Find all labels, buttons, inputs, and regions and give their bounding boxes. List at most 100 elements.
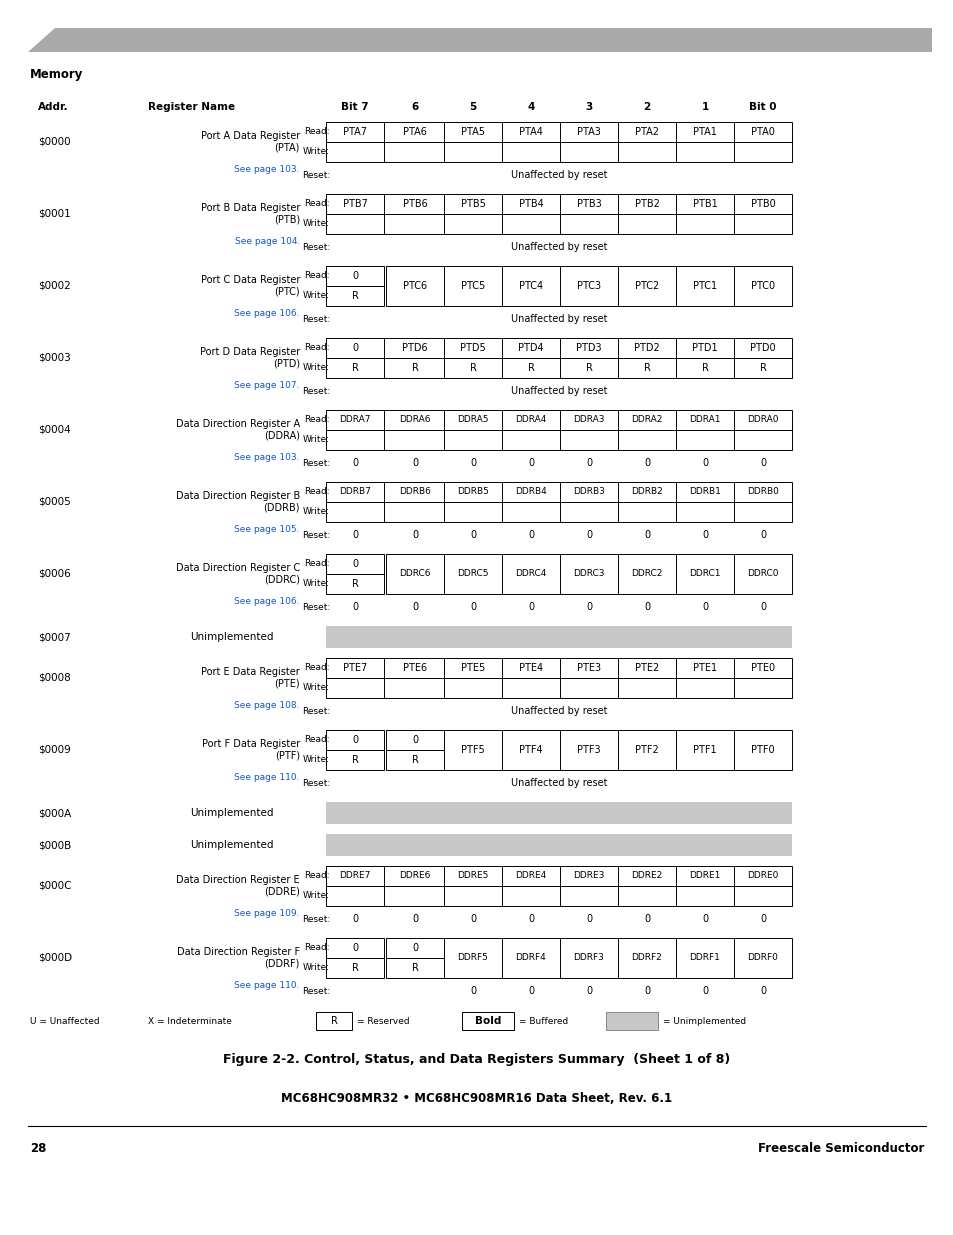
Text: Unimplemented: Unimplemented: [190, 808, 274, 818]
Bar: [315, 1011, 352, 1030]
Text: PTE7: PTE7: [342, 663, 367, 673]
Text: Port D Data Register: Port D Data Register: [199, 347, 299, 357]
Text: 0: 0: [760, 914, 765, 924]
Text: PTE2: PTE2: [634, 663, 659, 673]
Text: 0: 0: [470, 530, 476, 540]
Text: 6: 6: [411, 103, 418, 112]
Text: Read:: Read:: [304, 488, 330, 496]
Bar: [605, 1011, 658, 1030]
Text: Write:: Write:: [303, 579, 330, 589]
Text: $000C: $000C: [38, 881, 71, 890]
Text: DDRC5: DDRC5: [456, 569, 488, 578]
Text: PTB7: PTB7: [342, 199, 367, 209]
Text: DDRB1: DDRB1: [688, 488, 720, 496]
Text: $0007: $0007: [38, 632, 71, 642]
Text: DDRB5: DDRB5: [456, 488, 489, 496]
Text: DDRF3: DDRF3: [573, 953, 604, 962]
Text: DDRC2: DDRC2: [631, 569, 662, 578]
Text: PTB0: PTB0: [750, 199, 775, 209]
Text: Data Direction Register B: Data Direction Register B: [175, 492, 299, 501]
Text: Reset:: Reset:: [301, 531, 330, 540]
Text: (DDRB): (DDRB): [263, 503, 299, 513]
Text: R: R: [411, 963, 418, 973]
Text: MC68HC908MR32 • MC68HC908MR16 Data Sheet, Rev. 6.1: MC68HC908MR32 • MC68HC908MR16 Data Sheet…: [281, 1092, 672, 1104]
Text: 2: 2: [642, 103, 650, 112]
Text: PTC0: PTC0: [750, 282, 774, 291]
Bar: [326, 958, 384, 978]
Text: 0: 0: [352, 944, 357, 953]
Text: 0: 0: [352, 270, 357, 282]
Text: Reset:: Reset:: [301, 778, 330, 788]
Text: DDRA5: DDRA5: [456, 415, 488, 425]
Text: PTA4: PTA4: [518, 127, 542, 137]
Text: $0001: $0001: [38, 209, 71, 219]
Text: Reset:: Reset:: [301, 170, 330, 179]
Text: R: R: [352, 579, 358, 589]
Text: 0: 0: [412, 914, 417, 924]
Text: 0: 0: [352, 601, 357, 613]
Text: 4: 4: [527, 103, 534, 112]
Text: PTD3: PTD3: [576, 343, 601, 353]
Text: 0: 0: [352, 735, 357, 745]
Text: Freescale Semiconductor: Freescale Semiconductor: [757, 1141, 923, 1155]
Bar: [326, 574, 384, 594]
Text: 28: 28: [30, 1141, 47, 1155]
Text: R: R: [411, 363, 418, 373]
Text: DDRA1: DDRA1: [688, 415, 720, 425]
Bar: [326, 482, 791, 522]
Text: (PTD): (PTD): [273, 359, 299, 369]
Text: Data Direction Register E: Data Direction Register E: [176, 876, 299, 885]
Text: = Unimplemented: = Unimplemented: [662, 1016, 745, 1025]
Text: PTA6: PTA6: [402, 127, 427, 137]
Text: $000B: $000B: [38, 840, 71, 850]
Bar: [386, 555, 791, 594]
Bar: [326, 834, 791, 856]
Text: 0: 0: [470, 986, 476, 995]
Text: See page 106.: See page 106.: [234, 309, 299, 317]
Text: 0: 0: [760, 601, 765, 613]
Text: Addr.: Addr.: [38, 103, 69, 112]
Text: R: R: [411, 755, 418, 764]
Text: See page 104.: See page 104.: [234, 237, 299, 246]
Text: Data Direction Register F: Data Direction Register F: [176, 947, 299, 957]
Text: Read:: Read:: [304, 944, 330, 952]
Text: PTF4: PTF4: [518, 745, 542, 755]
Text: PTE1: PTE1: [692, 663, 717, 673]
Text: PTC4: PTC4: [518, 282, 542, 291]
Text: PTE5: PTE5: [460, 663, 485, 673]
Text: DDRA6: DDRA6: [399, 415, 431, 425]
Text: 0: 0: [412, 530, 417, 540]
Text: 0: 0: [585, 458, 592, 468]
Text: 0: 0: [585, 986, 592, 995]
Bar: [326, 866, 791, 906]
Text: 0: 0: [470, 914, 476, 924]
Text: PTA1: PTA1: [692, 127, 717, 137]
Text: DDRA4: DDRA4: [515, 415, 546, 425]
Text: (DDRC): (DDRC): [264, 576, 299, 585]
Text: Port E Data Register: Port E Data Register: [201, 667, 299, 677]
Text: PTA3: PTA3: [577, 127, 600, 137]
Text: Write:: Write:: [303, 363, 330, 373]
Text: See page 103.: See page 103.: [234, 453, 299, 462]
Polygon shape: [28, 28, 931, 52]
Text: Write:: Write:: [303, 147, 330, 157]
Text: Read:: Read:: [304, 272, 330, 280]
Text: Reset:: Reset:: [301, 603, 330, 611]
Text: PTA7: PTA7: [343, 127, 367, 137]
Text: Write:: Write:: [303, 291, 330, 300]
Text: DDRC4: DDRC4: [515, 569, 546, 578]
Text: 0: 0: [585, 914, 592, 924]
Text: 3: 3: [585, 103, 592, 112]
Text: (DDRA): (DDRA): [264, 431, 299, 441]
Text: U = Unaffected: U = Unaffected: [30, 1016, 99, 1025]
Bar: [386, 730, 443, 750]
Text: 0: 0: [760, 458, 765, 468]
Text: See page 110.: See page 110.: [234, 773, 299, 782]
Text: DDRB0: DDRB0: [746, 488, 778, 496]
Text: DDRF1: DDRF1: [689, 953, 720, 962]
Bar: [326, 658, 791, 698]
Text: 5: 5: [469, 103, 476, 112]
Text: (DDRF): (DDRF): [264, 960, 299, 969]
Bar: [326, 287, 384, 306]
Text: 0: 0: [701, 458, 707, 468]
